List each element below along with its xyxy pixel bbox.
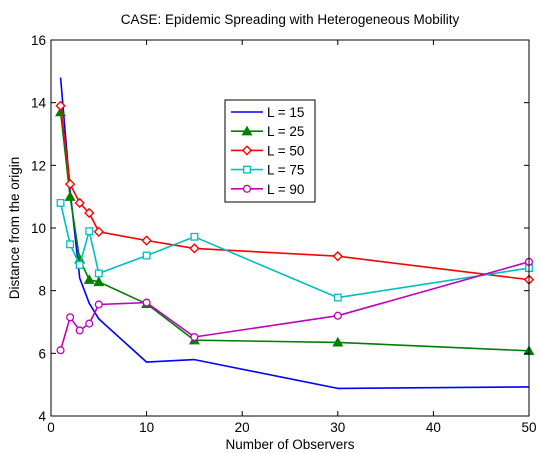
data-point [189,243,200,254]
x-tick-label: 20 [235,420,250,435]
y-axis-label: Distance from the origin [7,157,22,300]
x-tick-label: 10 [139,420,154,435]
legend-label: L = 25 [267,124,304,139]
legend-marker [241,125,253,136]
data-point [56,198,65,207]
x-axis-label: Number of Observers [225,437,354,452]
y-tick-label: 6 [38,346,46,361]
chart-title: CASE: Epidemic Spreading with Heterogene… [121,12,460,27]
data-point [142,251,151,260]
data-point [93,226,104,237]
legend-label: L = 75 [267,163,304,178]
data-point [74,197,85,209]
y-tick-label: 12 [31,158,46,173]
data-point [190,232,199,241]
data-point [142,298,151,307]
legend-item: L = 50 [231,143,304,158]
data-point [190,332,199,342]
legend-item: L = 25 [231,124,304,139]
series-3 [55,100,535,285]
legend-item: L = 90 [231,182,304,197]
legend-label: L = 90 [267,182,304,197]
data-point [93,276,105,287]
data-point [75,261,84,269]
legend-label: L = 15 [267,105,304,120]
legend-label: L = 50 [267,143,304,158]
data-point [94,269,103,278]
legend-marker [242,184,252,193]
data-point [56,346,65,355]
data-point [64,178,76,190]
y-tick-label: 8 [38,284,46,299]
data-point [333,311,342,320]
legend-marker [243,165,251,174]
data-point [75,326,84,335]
legend-item: L = 15 [231,105,304,120]
data-point [64,191,76,201]
series-5 [56,257,534,355]
x-tick-label: 0 [47,420,55,435]
legend-item: L = 75 [231,163,304,178]
data-point [332,336,344,347]
data-point [94,300,103,309]
data-point [55,100,66,111]
data-point [333,293,342,302]
data-point [66,313,75,322]
x-tick-label: 50 [521,420,536,435]
data-point [83,274,95,284]
legend-marker [241,145,253,156]
data-point [85,227,94,236]
data-point [85,319,94,328]
y-tick-label: 14 [31,96,47,111]
plot-area [51,40,529,416]
y-tick-label: 4 [38,409,46,424]
x-tick-label: 40 [426,420,441,435]
data-point [84,207,95,219]
data-point [141,235,152,246]
data-point [66,240,75,249]
x-tick-label: 30 [330,420,345,435]
y-tick-label: 16 [31,33,46,48]
data-point [332,251,343,262]
y-tick-label: 10 [31,221,46,236]
